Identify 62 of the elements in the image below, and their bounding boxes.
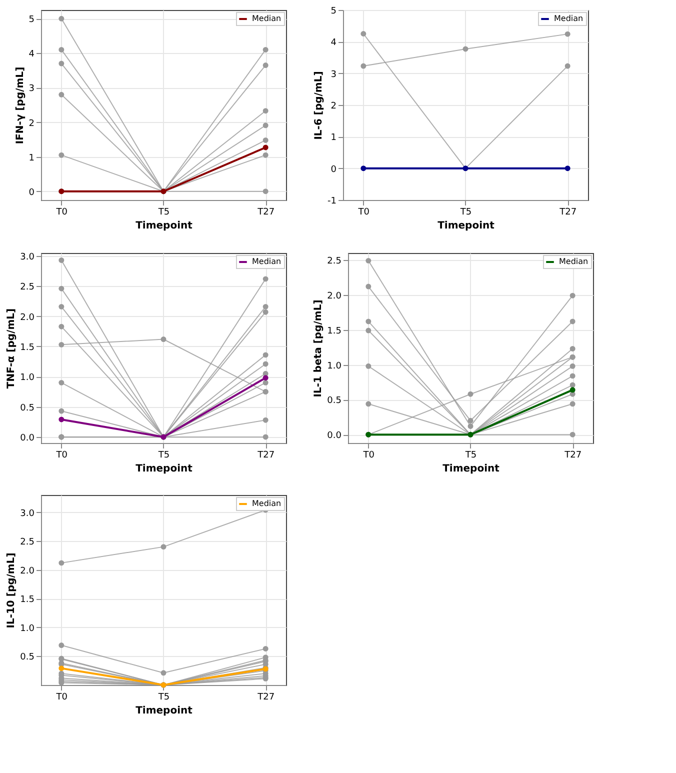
y-tick-label: 1.0 (327, 361, 342, 372)
y-tick-label: 0.5 (20, 652, 34, 663)
x-tick-label: T0 (55, 208, 68, 218)
x-tick-label: T27 (256, 208, 275, 218)
y-tick-label: 5 (330, 6, 336, 16)
y-tick-label: 3.0 (20, 508, 35, 519)
x-tick-label: T5 (157, 692, 170, 702)
y-tick-label: 5 (28, 15, 34, 26)
y-tick-label: 2.0 (20, 312, 35, 323)
y-tick-label: 3 (330, 70, 336, 80)
y-tick-label: 2.5 (327, 256, 342, 266)
y-tick-label: 0 (330, 164, 337, 175)
y-tick-label: 1 (28, 153, 34, 164)
x-axis-title: Timepoint (442, 464, 500, 474)
legend-label: Median (252, 14, 282, 23)
y-tick-label: 0.5 (20, 403, 34, 414)
x-tick-label: T5 (459, 208, 472, 218)
y-axis-title: IFN-γ [pg/mL] (14, 66, 26, 144)
x-tick-label: T0 (55, 692, 68, 702)
y-tick-label: 0.0 (20, 433, 35, 444)
x-tick-label: T0 (357, 208, 370, 218)
y-tick-label: 4 (330, 38, 337, 48)
x-axis-title: Timepoint (136, 706, 193, 716)
x-axis-title: Timepoint (136, 464, 193, 474)
y-tick-label: 2.5 (20, 282, 34, 293)
y-tick-label: 2 (330, 102, 336, 112)
x-axis-title: Timepoint (438, 220, 495, 232)
x-tick-label: T0 (55, 450, 68, 460)
x-tick-label: T5 (157, 208, 170, 218)
y-tick-label: 1.5 (20, 595, 34, 606)
y-tick-label: 3 (28, 84, 34, 94)
x-tick-label: T27 (558, 208, 577, 218)
legend-label: Median (252, 499, 282, 508)
y-tick-label: 1.5 (327, 326, 342, 336)
legend-label: Median (559, 257, 588, 266)
y-tick-label: 0 (28, 188, 35, 198)
legend-label: Median (252, 257, 282, 266)
y-axis-title: IL-10 [pg/mL] (6, 552, 18, 628)
y-tick-label: 1.0 (20, 373, 35, 384)
y-tick-label: 1.5 (20, 342, 34, 353)
y-tick-label: 2.0 (20, 566, 35, 576)
x-axis-title: Timepoint (136, 220, 193, 232)
y-tick-label: 1.0 (20, 624, 35, 634)
y-tick-label: 2 (28, 118, 34, 129)
y-tick-label: 0.5 (327, 396, 342, 406)
y-tick-label: -1 (328, 196, 336, 206)
x-tick-label: T27 (256, 692, 275, 702)
y-tick-label: 4 (28, 50, 35, 60)
y-axis-title: TNF-α [pg/mL] (6, 308, 18, 389)
x-tick-label: T5 (464, 450, 477, 460)
y-tick-label: 1 (330, 133, 336, 144)
y-tick-label: 3.0 (20, 252, 35, 263)
x-tick-label: T27 (256, 450, 275, 460)
y-axis-title: IL-6 [pg/mL] (314, 71, 325, 140)
y-axis-title: IL-1 beta [pg/mL] (313, 300, 324, 398)
x-tick-label: T27 (564, 450, 582, 460)
x-tick-label: T5 (157, 450, 170, 460)
x-tick-label: T0 (362, 450, 375, 460)
legend-label: Median (554, 14, 584, 23)
y-tick-label: 2.5 (20, 538, 34, 548)
y-tick-label: 0.0 (327, 431, 342, 442)
y-tick-label: 2.0 (327, 291, 342, 302)
